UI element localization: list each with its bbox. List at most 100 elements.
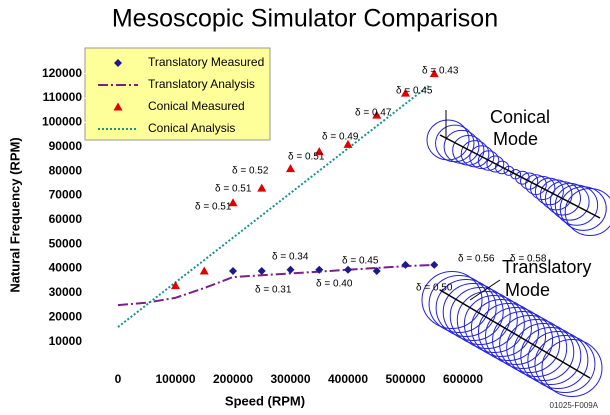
x-tick-label: 500000 xyxy=(385,372,425,386)
series-line xyxy=(117,85,430,328)
legend-label: Translatory Analysis xyxy=(148,77,255,91)
mode-ring xyxy=(470,299,532,357)
delta-annotation: δ = 0.45 xyxy=(342,256,379,267)
y-tick-label: 120000 xyxy=(42,66,82,80)
triangle-marker xyxy=(171,281,180,290)
mode-ring xyxy=(485,307,547,365)
delta-annotation: δ = 0.58 xyxy=(510,254,547,265)
legend-label: Conical Measured xyxy=(148,99,245,113)
legend-marker xyxy=(113,102,123,111)
chart-title: Mesoscopic Simulator Comparison xyxy=(112,5,498,33)
delta-annotation: δ = 0.45 xyxy=(396,86,433,97)
mode-ring xyxy=(421,271,483,329)
diamond-marker xyxy=(344,265,352,274)
delta-annotation: δ = 0.50 xyxy=(416,283,453,294)
y-tick-label: 70000 xyxy=(49,188,83,202)
y-tick-label: 40000 xyxy=(49,261,83,275)
mode-ring xyxy=(477,303,539,361)
mode-axis xyxy=(439,289,591,379)
delta-annotation: δ = 0.51 xyxy=(215,184,252,195)
mode-pointer xyxy=(469,279,501,301)
y-tick-label: 20000 xyxy=(49,309,83,323)
mode-ring xyxy=(456,291,518,349)
mode-ring xyxy=(469,145,495,170)
mode-ring xyxy=(499,315,561,373)
delta-annotation: δ = 0.49 xyxy=(322,132,359,143)
y-tick-label: 50000 xyxy=(49,236,83,250)
x-axis-label: Speed (RPM) xyxy=(225,393,305,408)
mode-ring xyxy=(494,160,510,175)
mode-ring xyxy=(477,150,500,171)
mode-ring xyxy=(513,323,575,381)
triangle-marker xyxy=(401,88,410,97)
mode-ring xyxy=(442,283,504,341)
diamond-marker xyxy=(257,266,266,275)
y-tick-label: 10000 xyxy=(49,334,83,348)
y-tick-label: 60000 xyxy=(49,212,83,226)
y-tick-label: 100000 xyxy=(42,115,82,129)
mode-label: Mode xyxy=(493,129,538,149)
delta-annotation: δ = 0.51 xyxy=(288,152,325,163)
diamond-marker xyxy=(372,266,381,275)
mode-ring xyxy=(449,287,511,345)
mode-ring xyxy=(520,327,582,385)
triangle-marker xyxy=(257,183,267,192)
mode-label: Translatory xyxy=(502,257,591,277)
x-tick-label: 400000 xyxy=(328,372,368,386)
y-tick-label: 90000 xyxy=(49,139,83,153)
legend-label: Conical Analysis xyxy=(148,121,235,135)
mode-label: Mode xyxy=(505,280,550,300)
mode-ring xyxy=(515,170,530,185)
delta-annotation: δ = 0.47 xyxy=(355,108,392,119)
series-line xyxy=(117,263,435,307)
diamond-marker xyxy=(430,260,439,269)
triangle-marker xyxy=(372,110,382,119)
triangle-marker xyxy=(228,198,238,207)
delta-annotation: δ = 0.52 xyxy=(232,166,269,177)
diamond-marker xyxy=(286,265,295,274)
x-tick-label: 300000 xyxy=(270,372,310,386)
mode-axis xyxy=(439,134,601,219)
mode-ring xyxy=(486,155,505,173)
x-tick-label: 0 xyxy=(115,372,122,386)
x-tick-label: 200000 xyxy=(213,372,253,386)
mode-ring xyxy=(435,279,497,337)
mode-ring xyxy=(503,165,515,176)
mode-ring xyxy=(541,339,603,397)
mode-label: Conical xyxy=(490,107,550,127)
mode-ring xyxy=(559,186,607,231)
y-tick-label: 80000 xyxy=(49,163,83,177)
mode-ring xyxy=(549,182,590,221)
triangle-marker xyxy=(314,147,324,156)
mode-ring xyxy=(554,184,599,226)
mode-ring xyxy=(506,319,568,377)
mode-ring xyxy=(492,311,554,369)
mode-ring xyxy=(463,295,525,353)
diamond-marker xyxy=(315,265,324,274)
triangle-marker xyxy=(199,266,209,275)
mode-ring xyxy=(544,181,582,216)
triangle-marker xyxy=(343,139,353,148)
mode-ring xyxy=(534,177,564,206)
diamond-marker xyxy=(401,260,410,269)
triangle-marker xyxy=(286,164,295,173)
mode-ring xyxy=(426,119,470,161)
mode-ring xyxy=(534,335,596,393)
diamond-marker xyxy=(229,266,237,275)
x-tick-label: 100000 xyxy=(155,372,195,386)
mode-ring xyxy=(529,175,556,201)
delta-annotation: δ = 0.51 xyxy=(195,202,232,213)
figure-id: 01025-F009A xyxy=(550,401,599,410)
legend-label: Translatory Measured xyxy=(148,55,264,69)
delta-annotation: δ = 0.43 xyxy=(422,66,459,77)
y-tick-label: 30000 xyxy=(49,285,83,299)
delta-annotation: δ = 0.56 xyxy=(458,254,495,265)
y-tick-label: 110000 xyxy=(43,90,83,104)
mode-ring xyxy=(564,187,610,237)
triangle-marker xyxy=(429,69,439,78)
mode-ring xyxy=(527,331,589,389)
x-tick-label: 600000 xyxy=(443,372,483,386)
delta-annotation: δ = 0.34 xyxy=(272,252,309,263)
y-axis-label: Natural Frequency (RPM) xyxy=(7,137,22,292)
